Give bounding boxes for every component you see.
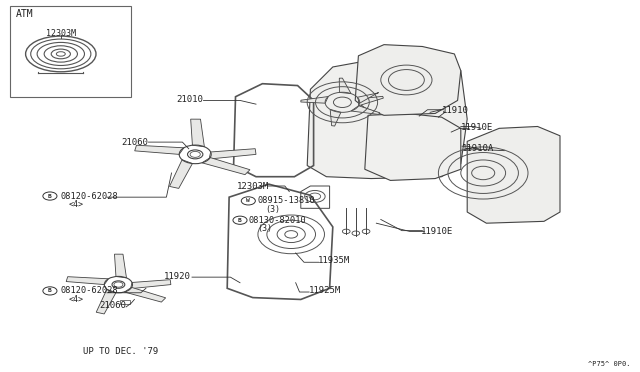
Text: 11935M: 11935M	[318, 256, 350, 265]
Bar	[120, 300, 130, 304]
Polygon shape	[66, 277, 108, 285]
Polygon shape	[124, 288, 166, 302]
Text: UP TO DEC. '79: UP TO DEC. '79	[83, 347, 158, 356]
Circle shape	[114, 282, 123, 287]
Text: B: B	[48, 288, 52, 294]
Bar	[10, 6, 131, 97]
Polygon shape	[134, 145, 184, 154]
Text: 11920: 11920	[164, 272, 191, 280]
Polygon shape	[307, 58, 467, 179]
Polygon shape	[202, 158, 250, 174]
Text: B: B	[48, 193, 52, 199]
Text: <4>: <4>	[68, 200, 83, 209]
Polygon shape	[301, 97, 328, 103]
Circle shape	[43, 287, 57, 295]
Text: 21060: 21060	[121, 138, 148, 147]
Circle shape	[241, 197, 255, 205]
Polygon shape	[170, 160, 193, 188]
Text: ATM: ATM	[16, 9, 34, 19]
Polygon shape	[358, 96, 383, 106]
Polygon shape	[351, 106, 380, 115]
Text: W: W	[246, 198, 250, 203]
Circle shape	[233, 216, 247, 224]
Polygon shape	[96, 289, 116, 314]
Text: (3): (3)	[257, 224, 272, 233]
Polygon shape	[339, 78, 351, 94]
Text: <4>: <4>	[68, 295, 83, 304]
Text: ^P75^ 0P0.: ^P75^ 0P0.	[588, 361, 630, 367]
Polygon shape	[131, 280, 171, 289]
Text: 11910: 11910	[442, 106, 468, 115]
Polygon shape	[115, 254, 127, 278]
Polygon shape	[191, 119, 204, 147]
Text: 12303M: 12303M	[237, 182, 269, 191]
Circle shape	[43, 192, 57, 200]
Polygon shape	[365, 113, 461, 180]
Polygon shape	[467, 126, 560, 223]
Text: 21010: 21010	[176, 95, 203, 104]
Text: 11910E: 11910E	[420, 227, 452, 236]
Polygon shape	[355, 45, 461, 115]
Text: 08915-13810: 08915-13810	[257, 196, 315, 205]
Text: (3): (3)	[266, 205, 280, 214]
Text: B: B	[238, 218, 242, 223]
Text: 11925M: 11925M	[308, 286, 340, 295]
Text: 08130-82010: 08130-82010	[249, 216, 307, 225]
Text: 08120-62028: 08120-62028	[60, 192, 118, 201]
Text: 21060: 21060	[99, 301, 126, 310]
Text: 11910E: 11910E	[461, 123, 493, 132]
Circle shape	[190, 151, 200, 157]
Text: 12303M: 12303M	[46, 29, 76, 38]
Text: 11910A: 11910A	[462, 144, 494, 153]
Polygon shape	[357, 93, 379, 103]
Polygon shape	[209, 149, 256, 159]
Polygon shape	[330, 109, 341, 126]
Text: 08120-62028: 08120-62028	[60, 286, 118, 295]
